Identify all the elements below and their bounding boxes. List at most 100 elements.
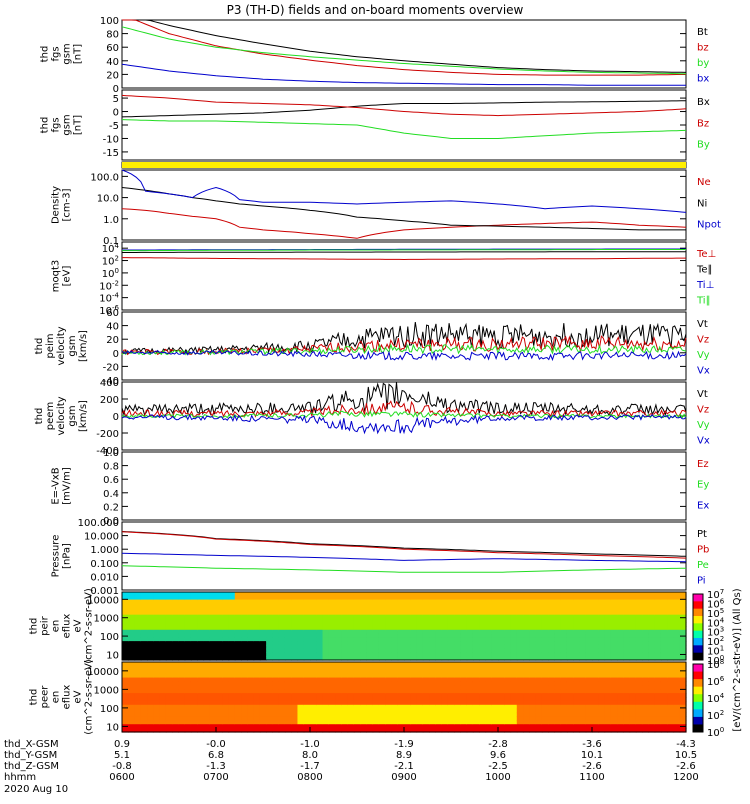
spectrogram-cell xyxy=(190,610,198,616)
spectrogram-cell xyxy=(566,626,574,631)
spectrogram-cell xyxy=(679,626,687,631)
spectrogram-cell xyxy=(378,599,386,604)
spectrogram-cell xyxy=(291,607,299,612)
spectrogram-cell xyxy=(673,648,681,654)
spectrogram-cell xyxy=(165,716,173,721)
spectrogram-cell xyxy=(316,626,324,631)
spectrogram-cell xyxy=(454,610,461,616)
spectrogram-cell xyxy=(366,689,374,694)
spectrogram-cell xyxy=(203,689,211,694)
spectrogram-cell xyxy=(610,644,618,650)
electron-colorbar-swatch xyxy=(693,671,703,680)
spectrogram-cell xyxy=(604,700,612,706)
spectrogram-cell xyxy=(660,708,668,714)
spectrogram-cell xyxy=(335,677,342,683)
spectrogram-cell xyxy=(247,614,255,620)
spectrogram-cell xyxy=(673,720,681,725)
spectrogram-cell xyxy=(673,689,681,694)
spectrogram-cell xyxy=(422,662,430,667)
spectrogram-cell xyxy=(617,614,624,620)
spectrogram-cell xyxy=(667,704,675,710)
spectrogram-cell xyxy=(422,704,430,710)
spectrogram-cell xyxy=(523,728,530,733)
spectrogram-cell xyxy=(535,704,543,710)
spectrogram-cell xyxy=(554,644,562,650)
spectrogram-cell xyxy=(660,637,668,642)
spectrogram-cell xyxy=(529,641,537,646)
spectrogram-cell xyxy=(378,669,386,675)
spectrogram-cell xyxy=(447,693,455,698)
spectrogram-cell xyxy=(128,603,136,608)
spectrogram-cell xyxy=(372,648,380,654)
spectrogram-cell xyxy=(122,673,129,679)
spectrogram-cell xyxy=(654,662,662,667)
spectrogram-cell xyxy=(360,592,367,597)
spectrogram-cell xyxy=(172,689,179,694)
spectrogram-cell xyxy=(253,720,261,725)
spectrogram-cell xyxy=(366,614,374,620)
spectrogram-cell xyxy=(585,673,593,679)
spectrogram-cell xyxy=(422,720,430,725)
spectrogram-cell xyxy=(272,681,280,686)
spectrogram-cell xyxy=(416,712,424,718)
spectrogram-cell xyxy=(629,716,637,721)
spectrogram-cell xyxy=(491,724,499,729)
spectrogram-cell xyxy=(610,614,618,620)
spectrogram-cell xyxy=(504,626,512,631)
spectrogram-cell xyxy=(598,728,606,733)
spectrogram-cell xyxy=(673,656,681,661)
spectrogram-cell xyxy=(140,724,148,729)
ion-colorbar-swatch xyxy=(693,652,703,661)
spectrogram-cell xyxy=(247,728,255,733)
spectrogram-cell xyxy=(441,622,449,627)
spectrogram-cell xyxy=(410,648,418,654)
spectrogram-cell xyxy=(410,618,418,623)
spectrogram-cell xyxy=(316,708,324,714)
spectrogram-cell xyxy=(466,629,474,635)
spectrogram-cell xyxy=(491,592,499,597)
spectrogram-cell xyxy=(147,644,154,650)
spectrogram-cell xyxy=(466,637,474,642)
spectrogram-cell xyxy=(178,662,186,667)
series-line-Ne xyxy=(121,208,687,239)
spectrogram-cell xyxy=(566,610,574,616)
spectrogram-cell xyxy=(679,700,687,706)
spectrogram-cell xyxy=(341,637,349,642)
spectrogram-cell xyxy=(660,610,668,616)
spectrogram-cell xyxy=(679,689,687,694)
spectrogram-cell xyxy=(429,712,436,718)
spectrogram-cell xyxy=(441,592,449,597)
spectrogram-cell xyxy=(228,681,236,686)
spectrogram-cell xyxy=(378,716,386,721)
spectrogram-cell xyxy=(560,607,568,612)
spectrogram-cell xyxy=(178,633,186,638)
spectrogram-cell xyxy=(604,637,612,642)
spectrogram-cell xyxy=(548,607,555,612)
spectrogram-cell xyxy=(222,599,230,604)
spectrogram-cell xyxy=(165,599,173,604)
spectrogram-cell xyxy=(328,697,336,702)
spectrogram-cell xyxy=(592,673,599,679)
spectrogram-cell xyxy=(585,724,593,729)
spectrogram-cell xyxy=(203,595,211,601)
spectrogram-cell xyxy=(541,614,549,620)
spectrogram-cell xyxy=(679,669,687,675)
spectrogram-cell xyxy=(660,592,668,597)
spectrogram-cell xyxy=(623,652,631,657)
spectrogram-cell xyxy=(303,662,311,667)
spectrogram-cell xyxy=(328,704,336,710)
spectrogram-cell xyxy=(523,724,530,729)
spectrogram-cell xyxy=(165,637,173,642)
ephemeris-value: 8.9 xyxy=(396,750,412,761)
spectrogram-cell xyxy=(347,685,355,690)
spectrogram-cell xyxy=(278,728,286,733)
spectrogram-cell xyxy=(360,677,367,683)
spectrogram-cell xyxy=(560,720,568,725)
spectrogram-cell xyxy=(648,728,656,733)
spectrogram-cell xyxy=(335,652,342,657)
spectrogram-cell xyxy=(228,629,236,635)
spectrogram-cell xyxy=(516,685,524,690)
spectrogram-cell xyxy=(291,622,299,627)
spectrogram-cell xyxy=(548,669,555,675)
spectrogram-cell xyxy=(635,728,643,733)
